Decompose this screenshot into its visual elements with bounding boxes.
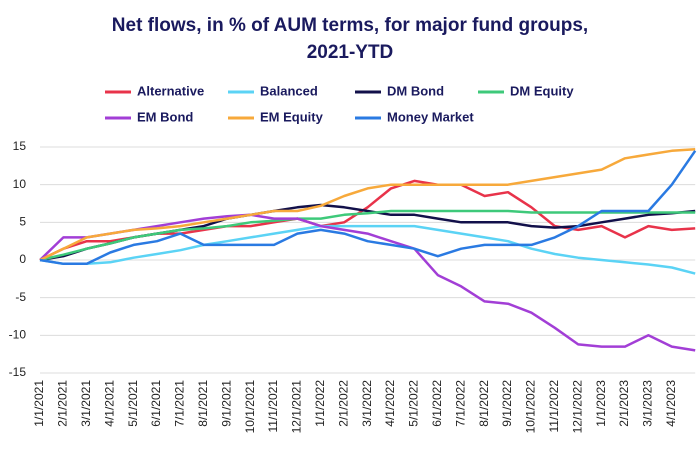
x-tick-label: 5/1/2021 (126, 380, 140, 427)
x-tick-label: 12/1/2021 (290, 380, 304, 434)
x-tick-label: 8/1/2021 (196, 380, 210, 427)
x-tick-label: 12/1/2022 (570, 380, 584, 434)
series-line (39, 224, 696, 275)
x-tick-label: 2/1/2022 (336, 380, 350, 427)
x-tick-label: 1/1/2022 (313, 380, 327, 427)
x-tick-label: 10/1/2021 (243, 380, 257, 434)
series-line (39, 148, 696, 262)
y-tick-label: 15 (13, 139, 27, 153)
y-tick-label: 0 (19, 252, 26, 266)
legend-label: EM Bond (137, 109, 193, 124)
legend-label: EM Equity (260, 109, 324, 124)
x-tick-label: 3/1/2022 (360, 380, 374, 427)
x-tick-label: 4/1/2021 (102, 380, 116, 427)
x-tick-label: 7/1/2022 (453, 380, 467, 427)
legend-label: DM Bond (387, 83, 444, 98)
series-line (39, 150, 697, 266)
x-tick-label: 7/1/2021 (173, 380, 187, 427)
x-tick-label: 2/1/2021 (56, 380, 70, 427)
x-tick-label: 6/1/2022 (430, 380, 444, 427)
x-tick-label: 1/1/2023 (594, 380, 608, 427)
legend-label: Money Market (387, 109, 474, 124)
x-tick-label: 11/1/2021 (266, 380, 280, 433)
x-tick-label: 11/1/2022 (547, 380, 561, 433)
x-tick-label: 5/1/2022 (407, 380, 421, 427)
legend-label: Alternative (137, 83, 204, 98)
x-tick-label: 2/1/2023 (617, 380, 631, 427)
x-tick-label: 3/1/2023 (641, 380, 655, 427)
x-tick-label: 4/1/2022 (383, 380, 397, 427)
series-line (39, 179, 696, 262)
chart-title: Net flows, in % of AUM terms, for major … (111, 15, 589, 63)
y-tick-label: 10 (13, 177, 27, 191)
x-tick-label: 9/1/2021 (219, 380, 233, 427)
legend-label: DM Equity (510, 83, 574, 98)
y-tick-label: -15 (9, 365, 27, 379)
legend-label: Balanced (260, 83, 318, 98)
x-tick-label: 3/1/2021 (79, 380, 93, 427)
series-line (39, 209, 696, 262)
y-tick-label: -10 (9, 328, 27, 342)
x-tick-label: 6/1/2021 (149, 380, 163, 427)
y-tick-label: -5 (15, 290, 26, 304)
x-tick-label: 10/1/2022 (524, 380, 538, 434)
x-tick-label: 9/1/2022 (500, 380, 514, 427)
x-tick-label: 8/1/2022 (477, 380, 491, 427)
y-tick-label: 5 (19, 215, 26, 229)
x-tick-label: 4/1/2023 (664, 380, 678, 427)
x-tick-label: 1/1/2021 (32, 380, 46, 427)
series-line (39, 213, 696, 352)
